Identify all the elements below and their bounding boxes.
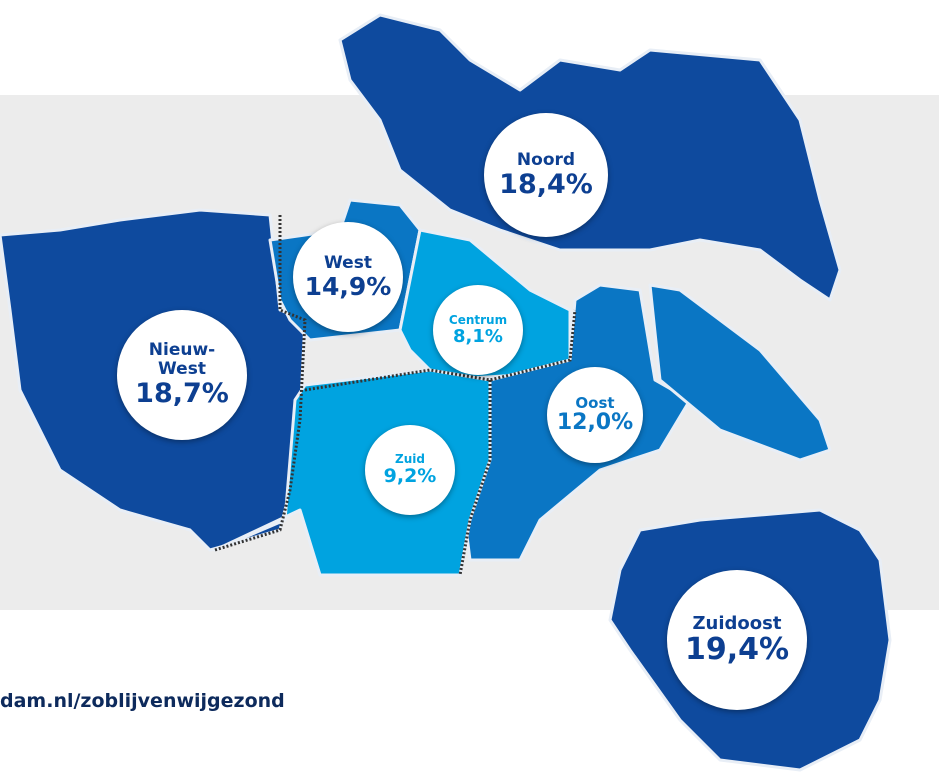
district-name: Nieuw-West [148, 340, 216, 380]
district-name: Noord [516, 149, 576, 170]
district-value: 12,0% [556, 410, 634, 436]
district-value: 19,4% [684, 632, 790, 668]
district-value: 18,4% [499, 168, 593, 200]
district-border [304, 309, 577, 392]
district-name: West [324, 252, 372, 273]
district-bubble: Centrum 8,1% [433, 285, 523, 375]
district-bubble: Zuid 9,2% [365, 425, 455, 515]
district-border [458, 380, 492, 576]
district-name: Zuid [395, 451, 425, 466]
district-value: 18,7% [135, 377, 229, 409]
district-value: 14,9% [304, 271, 392, 301]
district-oost-east [648, 283, 832, 462]
district-value: 9,2% [383, 465, 437, 488]
district-name: Centrum [448, 312, 508, 327]
district-bubble: West 14,9% [293, 222, 403, 332]
district-border [214, 215, 307, 552]
district-bubble: Zuidoost 19,4% [667, 570, 807, 710]
district-name: Oost [575, 393, 615, 412]
district-bubble: Noord 18,4% [484, 113, 608, 237]
district-bubble: Nieuw-West 18,7% [117, 310, 247, 440]
footer-url: dam.nl/zoblijvenwijgezond [0, 690, 285, 712]
district-value: 8,1% [453, 325, 503, 347]
district-name: Zuidoost [692, 612, 782, 634]
district-bubble: Oost 12,0% [547, 367, 643, 463]
